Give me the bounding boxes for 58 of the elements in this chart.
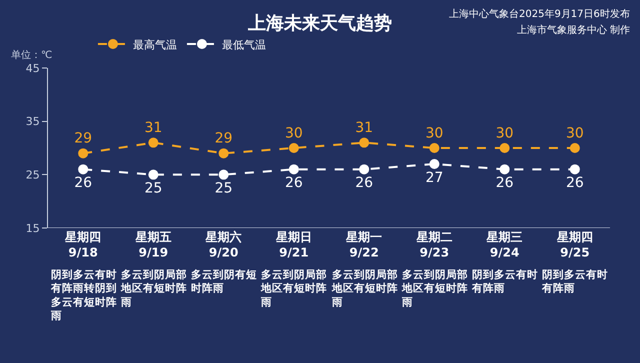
point: [359, 138, 370, 148]
x-tick-label: 星期三 9/24: [486, 230, 523, 260]
x-tick-label: 星期六 9/20: [204, 230, 242, 260]
x-tick-label: 星期日 9/21: [274, 230, 312, 260]
data-label: 30: [425, 125, 444, 142]
data-label: 31: [355, 120, 374, 136]
y-tick-label: 15: [26, 222, 40, 235]
data-label: 27: [425, 170, 444, 186]
y-tick-label: 25: [26, 168, 40, 182]
point: [570, 143, 580, 153]
data-label: 30: [566, 125, 584, 142]
point: [218, 148, 229, 158]
data-label: 26: [284, 175, 303, 192]
text: 多云到阴有短时阵雨: [191, 268, 257, 295]
point: [148, 138, 158, 148]
data-label: 30: [496, 125, 514, 142]
data-label: 26: [496, 175, 514, 192]
point: [500, 143, 510, 153]
data-label: 25: [144, 180, 162, 196]
point: [78, 164, 88, 174]
point: [500, 164, 510, 174]
legend-label: 最高气温: [132, 38, 177, 52]
point: [288, 164, 299, 174]
point: [429, 143, 440, 153]
text: 多云到阴局部地区有短时阵雨: [120, 268, 187, 308]
y-tick-label: 45: [26, 62, 40, 75]
data-label: 31: [144, 120, 162, 136]
point: [570, 164, 580, 174]
data-label: 26: [74, 175, 92, 192]
text: 上海市气象服务中心 制作: [517, 24, 630, 36]
point: [148, 170, 158, 180]
data-label: 29: [214, 130, 233, 147]
text: 多云到阴局部地区有短时阵雨: [331, 268, 398, 308]
x-tick-label: 星期二 9/23: [415, 230, 452, 260]
x-tick-label: 星期一 9/22: [345, 230, 382, 260]
text: 阴到多云有时有阵雨转阴到多云有短时阵雨: [50, 268, 117, 322]
point: [359, 164, 370, 174]
text: 多云到阴局部地区有短时阵雨: [401, 268, 468, 308]
data-label: 26: [566, 175, 584, 192]
legend-label: 最低气温: [222, 38, 266, 52]
point: [78, 148, 88, 158]
x-tick-label: 星期四 9/18: [64, 230, 102, 260]
text: 上海中心气象台2025年9月17日6时发布: [449, 8, 630, 20]
text: 阴到多云有时有阵雨: [471, 268, 538, 295]
chart-title: 上海未来天气趋势: [247, 12, 392, 34]
data-label: 29: [74, 130, 92, 147]
data-label: 26: [355, 175, 374, 192]
point: [218, 170, 229, 180]
y-axis-title: 单位：℃: [11, 49, 52, 61]
text: 阴到多云有时有阵雨: [541, 268, 608, 295]
y-tick-label: 35: [26, 115, 40, 128]
data-label: 25: [214, 180, 233, 196]
point: [288, 143, 299, 153]
x-tick-label: 星期五 9/19: [134, 230, 172, 260]
text: 多云到阴局部地区有短时阵雨: [260, 268, 327, 308]
x-tick-label: 星期四 9/25: [556, 230, 593, 260]
point: [429, 159, 440, 169]
data-label: 30: [284, 125, 303, 142]
